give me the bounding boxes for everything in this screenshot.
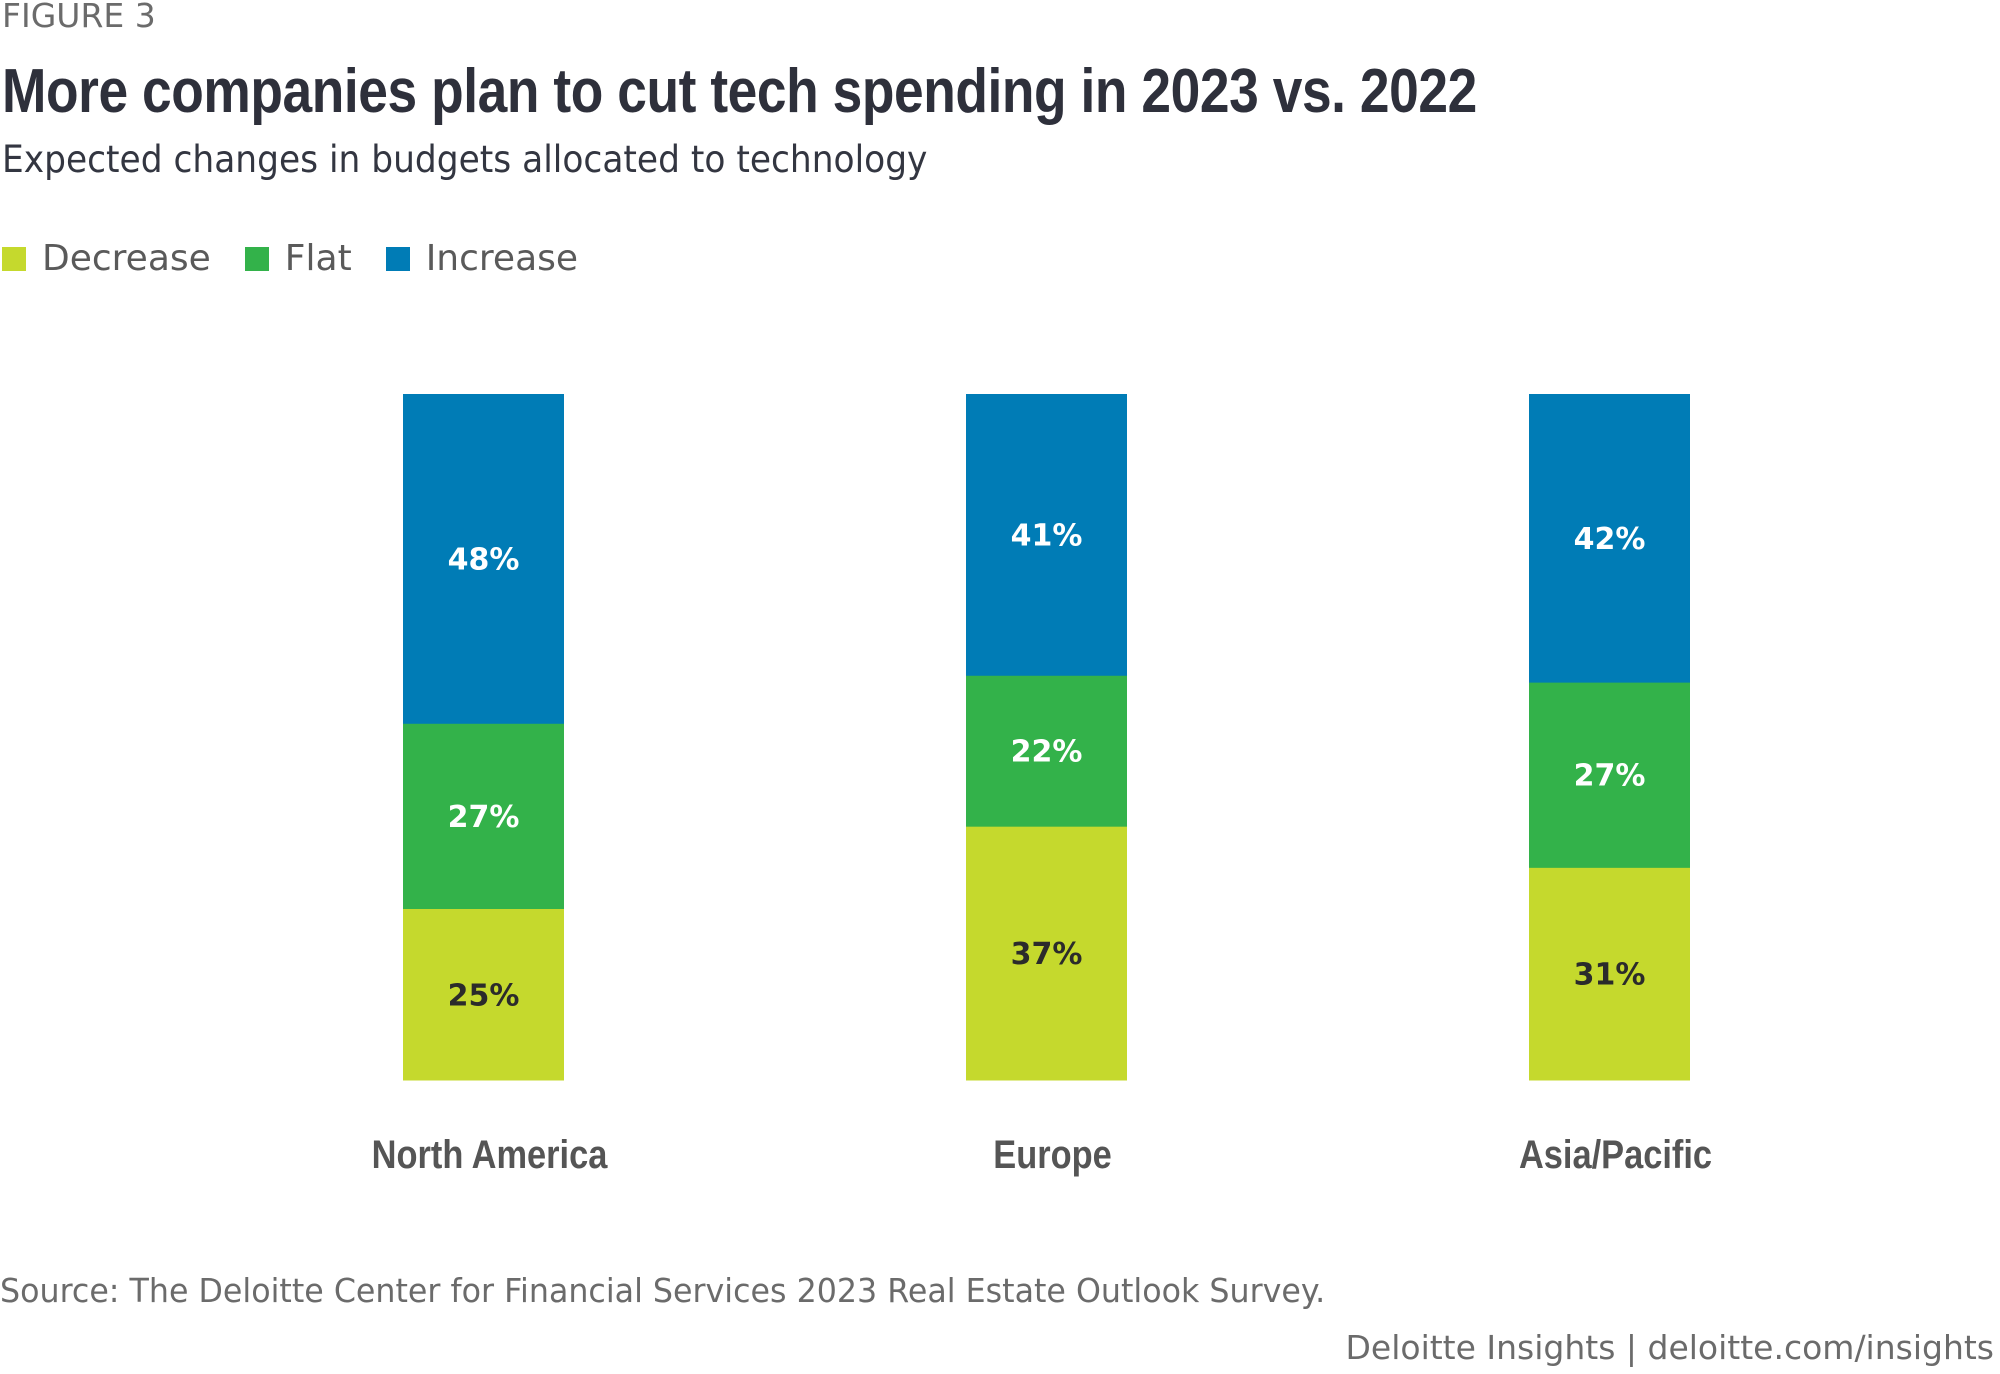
bar-segment-increase bbox=[403, 394, 564, 724]
legend-label: Flat bbox=[284, 238, 352, 279]
data-label: 25% bbox=[448, 978, 520, 1013]
bar-group-north-america: 25% 27% 48% bbox=[403, 394, 564, 1081]
data-label: 48% bbox=[448, 543, 520, 578]
bar-segment-decrease bbox=[403, 908, 564, 1081]
chart-subtitle: Expected changes in budgets allocated to… bbox=[2, 138, 928, 181]
data-label: 41% bbox=[1011, 519, 1083, 554]
legend-swatch-flat bbox=[244, 246, 269, 271]
figure-label: FIGURE 3 bbox=[2, 0, 156, 35]
data-label: 27% bbox=[1574, 759, 1646, 794]
bar-segment-flat bbox=[1529, 682, 1690, 868]
legend-swatch-decrease bbox=[2, 246, 26, 271]
legend-label: Decrease bbox=[42, 238, 211, 279]
data-label: 31% bbox=[1574, 958, 1646, 993]
bar-group-europe: 37% 22% 41% bbox=[966, 394, 1127, 1081]
category-label: Asia/Pacific bbox=[1519, 1132, 1712, 1177]
data-label: 22% bbox=[1011, 735, 1083, 770]
data-label: 42% bbox=[1574, 522, 1646, 557]
bar-segment-flat bbox=[966, 675, 1127, 827]
legend-item-decrease: Decrease bbox=[2, 238, 211, 279]
legend-swatch-increase bbox=[385, 246, 410, 271]
source-note: Source: The Deloitte Center for Financia… bbox=[0, 1271, 1326, 1310]
category-label: North America bbox=[372, 1132, 608, 1177]
chart-title: More companies plan to cut tech spending… bbox=[2, 57, 1477, 126]
bar-segment-decrease bbox=[1529, 867, 1690, 1081]
legend-label: Increase bbox=[425, 238, 579, 279]
legend: Decrease Flat Increase bbox=[2, 238, 612, 279]
category-label: Europe bbox=[993, 1132, 1111, 1177]
bar-segment-decrease bbox=[966, 826, 1127, 1081]
bar-group-asia-pacific: 31% 27% 42% bbox=[1529, 394, 1690, 1081]
footer-credit: Deloitte Insights | deloitte.com/insight… bbox=[1345, 1328, 1995, 1367]
bar-segment-flat bbox=[403, 723, 564, 909]
legend-item-flat: Flat bbox=[244, 238, 352, 279]
bar-segment-increase bbox=[1529, 394, 1690, 683]
data-label: 37% bbox=[1011, 937, 1083, 972]
data-label: 27% bbox=[448, 800, 520, 835]
legend-item-increase: Increase bbox=[385, 238, 579, 279]
bar-segment-increase bbox=[966, 394, 1127, 676]
